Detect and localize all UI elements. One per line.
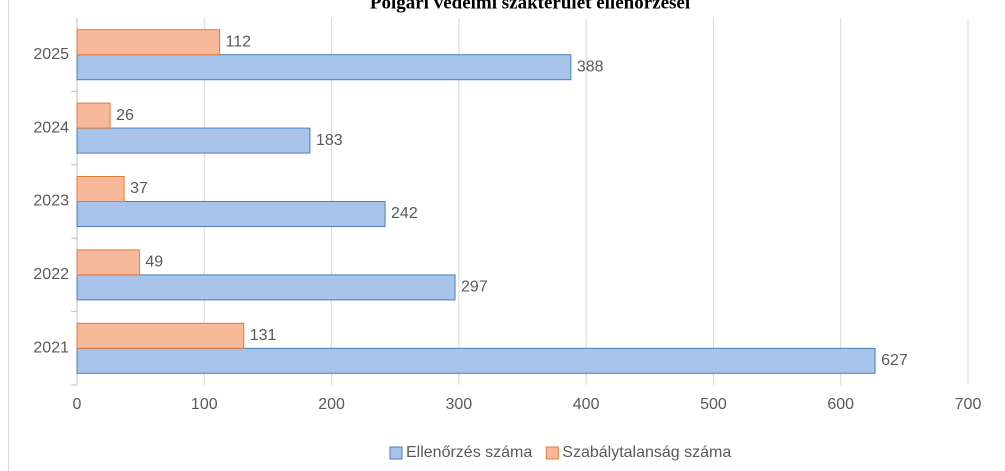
bar — [76, 249, 140, 276]
y-tick-label: 2022 — [33, 266, 69, 283]
x-tick-label: 700 — [955, 396, 982, 413]
data-label: 37 — [130, 180, 148, 197]
bar — [76, 102, 111, 129]
x-tick-label: 300 — [446, 396, 473, 413]
data-label: 49 — [145, 254, 163, 271]
chart-border — [8, 0, 9, 471]
data-label: 26 — [116, 107, 134, 124]
bar — [76, 176, 125, 202]
bar — [76, 54, 572, 81]
bar — [76, 201, 386, 227]
data-label: 388 — [577, 58, 604, 75]
y-tick-label: 2021 — [33, 340, 69, 357]
y-tick-label: 2023 — [33, 193, 69, 210]
data-label: 297 — [461, 279, 488, 296]
x-tick-label: 600 — [827, 396, 854, 413]
legend-swatch — [545, 446, 559, 460]
x-tick-label: 100 — [191, 396, 218, 413]
chart-title: Polgári védelmi szakterület ellenőrzései — [370, 0, 690, 13]
y-tick-label: 2025 — [33, 46, 69, 63]
data-label: 112 — [226, 33, 252, 50]
legend-label: Ellenőrzés száma — [406, 444, 532, 461]
data-label: 183 — [316, 132, 343, 149]
bar — [76, 127, 311, 154]
bar — [76, 322, 245, 349]
bar — [76, 347, 876, 374]
x-tick-label: 500 — [700, 396, 727, 413]
x-tick-label: 0 — [73, 396, 82, 413]
data-label: 242 — [391, 205, 418, 222]
legend-swatch — [389, 446, 403, 460]
x-tick-label: 400 — [573, 396, 600, 413]
x-tick-label: 200 — [318, 396, 345, 413]
data-label: 627 — [881, 352, 908, 369]
bar — [76, 29, 221, 56]
data-label: 131 — [250, 327, 277, 344]
legend-label: Szabálytalanság száma — [562, 444, 731, 461]
bar — [76, 274, 456, 301]
y-tick-label: 2024 — [33, 119, 69, 136]
